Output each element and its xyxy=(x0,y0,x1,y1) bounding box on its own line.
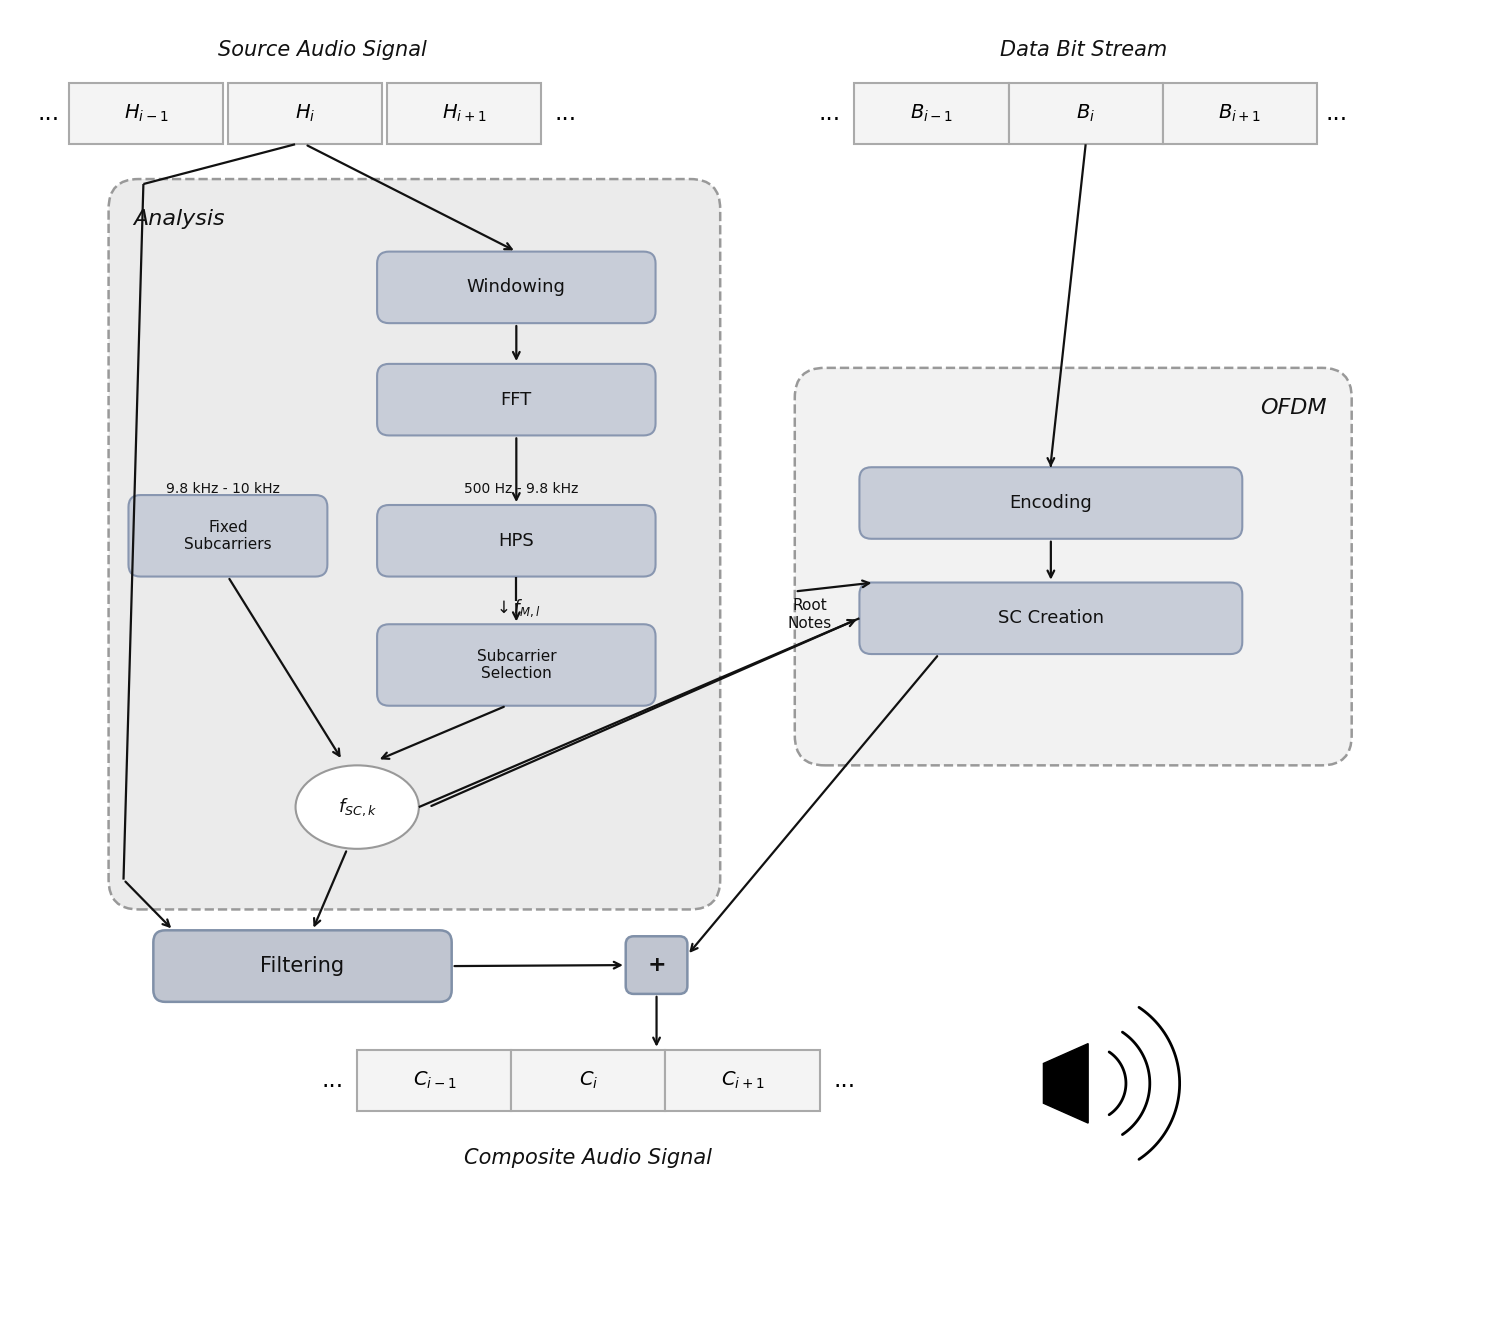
Bar xyxy=(1009,82,1163,145)
FancyBboxPatch shape xyxy=(859,467,1243,538)
Text: $\downarrow f_{M,l}$: $\downarrow f_{M,l}$ xyxy=(492,598,541,619)
Text: $C_{i}$: $C_{i}$ xyxy=(578,1070,598,1091)
Bar xyxy=(855,82,1009,145)
Text: SC Creation: SC Creation xyxy=(998,609,1104,627)
Bar xyxy=(666,1050,820,1111)
Text: $f_{SC,k}$: $f_{SC,k}$ xyxy=(338,797,378,818)
Text: Filtering: Filtering xyxy=(260,956,344,976)
Bar xyxy=(512,1050,666,1111)
FancyBboxPatch shape xyxy=(378,363,655,435)
FancyBboxPatch shape xyxy=(625,936,687,994)
Text: $H_{i}$: $H_{i}$ xyxy=(294,103,316,125)
Text: ...: ... xyxy=(322,1069,343,1093)
Text: FFT: FFT xyxy=(501,391,532,408)
FancyBboxPatch shape xyxy=(378,252,655,324)
Bar xyxy=(228,82,382,145)
Text: $C_{i+1}$: $C_{i+1}$ xyxy=(720,1070,764,1091)
Text: Encoding: Encoding xyxy=(1010,495,1092,512)
Ellipse shape xyxy=(296,765,418,849)
FancyBboxPatch shape xyxy=(109,179,720,910)
Bar xyxy=(358,1050,512,1111)
Text: Root
Notes: Root Notes xyxy=(788,598,832,630)
Text: HPS: HPS xyxy=(498,532,535,550)
Text: OFDM: OFDM xyxy=(1261,398,1327,418)
Text: $B_{i}$: $B_{i}$ xyxy=(1077,103,1095,125)
Text: ...: ... xyxy=(556,102,577,126)
Text: Windowing: Windowing xyxy=(467,278,566,297)
Text: ...: ... xyxy=(1326,102,1348,126)
FancyBboxPatch shape xyxy=(378,505,655,577)
FancyBboxPatch shape xyxy=(794,367,1351,765)
Text: $B_{i-1}$: $B_{i-1}$ xyxy=(911,103,953,125)
Polygon shape xyxy=(1043,1044,1089,1123)
Text: Composite Audio Signal: Composite Audio Signal xyxy=(465,1148,713,1168)
Text: $B_{i+1}$: $B_{i+1}$ xyxy=(1219,103,1261,125)
Bar xyxy=(387,82,541,145)
Text: Fixed
Subcarriers: Fixed Subcarriers xyxy=(184,520,272,552)
Text: Data Bit Stream: Data Bit Stream xyxy=(1000,40,1167,60)
Text: Source Audio Signal: Source Audio Signal xyxy=(217,40,427,60)
Text: 9.8 kHz - 10 kHz: 9.8 kHz - 10 kHz xyxy=(166,483,279,496)
Text: ...: ... xyxy=(818,102,841,126)
Text: +: + xyxy=(648,955,666,975)
FancyBboxPatch shape xyxy=(128,495,328,577)
FancyBboxPatch shape xyxy=(378,625,655,705)
Bar xyxy=(1163,82,1317,145)
Text: Analysis: Analysis xyxy=(133,210,225,229)
Text: $C_{i-1}$: $C_{i-1}$ xyxy=(412,1070,456,1091)
Text: $H_{i-1}$: $H_{i-1}$ xyxy=(124,103,168,125)
FancyBboxPatch shape xyxy=(154,931,451,1002)
Text: Subcarrier
Selection: Subcarrier Selection xyxy=(477,648,556,682)
FancyBboxPatch shape xyxy=(859,582,1243,654)
Text: 500 Hz - 9.8 kHz: 500 Hz - 9.8 kHz xyxy=(464,483,578,496)
Bar xyxy=(69,82,223,145)
Text: ...: ... xyxy=(38,102,60,126)
Text: ...: ... xyxy=(834,1069,856,1093)
Text: $H_{i+1}$: $H_{i+1}$ xyxy=(442,103,486,125)
